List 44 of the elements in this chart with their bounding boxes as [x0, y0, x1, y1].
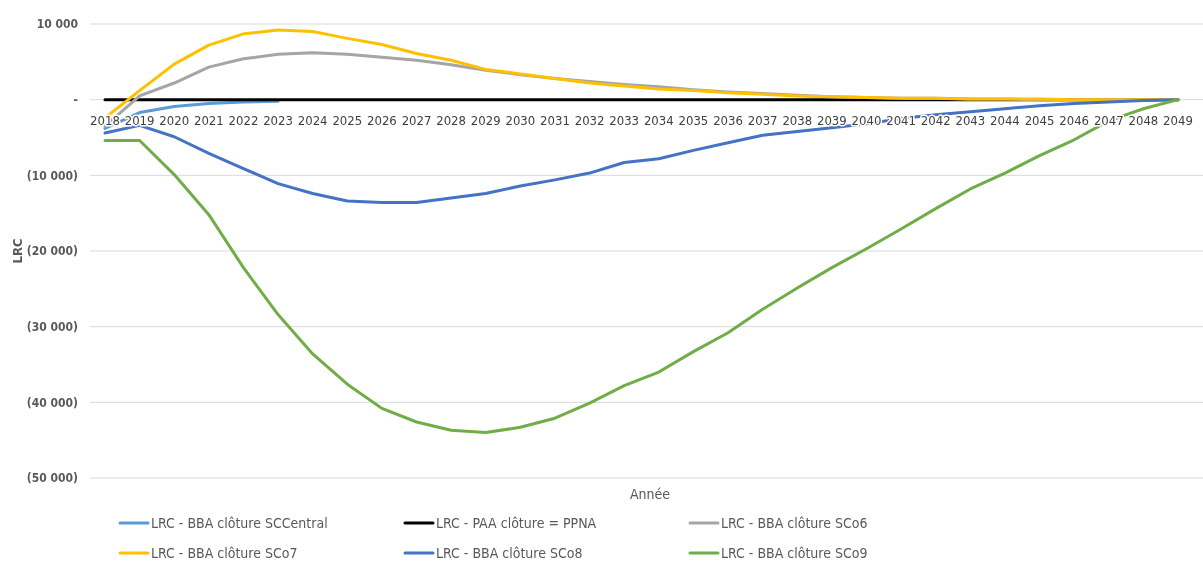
legend-label: LRC - BBA clôture SCo8 [436, 544, 583, 561]
x-tick-label: 2024 [297, 112, 328, 128]
x-tick-label: 2043 [955, 112, 986, 128]
y-axis-title: LRC [10, 238, 25, 264]
x-tick-label: 2023 [263, 112, 293, 128]
x-tick-label: 2027 [401, 112, 432, 128]
x-tick-label: 2048 [1128, 112, 1159, 128]
x-tick-label: 2042 [920, 112, 951, 128]
x-tick-label: 2033 [609, 112, 640, 128]
legend-label: LRC - BBA clôture SCo6 [721, 514, 868, 531]
x-tick-label: 2049 [1163, 112, 1193, 128]
x-tick-label: 2020 [159, 112, 190, 128]
y-tick-label: 10 000 [36, 17, 78, 32]
y-tick-label: (50 000) [26, 471, 79, 486]
y-tick-label: (20 000) [26, 244, 79, 259]
x-tick-label: 2028 [436, 112, 467, 128]
x-tick-label: 2030 [505, 112, 536, 128]
y-tick-label: (30 000) [26, 319, 79, 334]
x-tick-label: 2019 [124, 112, 155, 128]
legend-label: LRC - BBA clôture SCCentral [151, 514, 328, 531]
x-tick-label: 2046 [1059, 112, 1090, 128]
x-tick-label: 2039 [816, 112, 847, 128]
x-tick-label: 2038 [782, 112, 813, 128]
x-tick-label: 2034 [643, 112, 674, 128]
x-tick-label: 2021 [193, 112, 224, 128]
x-tick-label: 2031 [540, 112, 570, 128]
y-tick-label: - [73, 92, 78, 107]
x-tick-label: 2025 [332, 112, 363, 128]
x-tick-label: 2044 [990, 112, 1020, 128]
legend-label: LRC - BBA clôture SCo9 [721, 544, 868, 561]
x-tick-label: 2018 [90, 112, 120, 128]
legend-label: LRC - BBA clôture SCo7 [151, 544, 298, 561]
x-tick-label: 2045 [1024, 112, 1055, 128]
x-tick-label: 2032 [574, 112, 605, 128]
x-tick-label: 2037 [747, 112, 778, 128]
x-tick-label: 2035 [678, 112, 709, 128]
x-tick-label: 2036 [713, 112, 743, 128]
y-tick-label: (10 000) [26, 168, 79, 183]
y-tick-label: (40 000) [26, 395, 79, 410]
x-axis-title: Année [629, 486, 671, 502]
x-tick-label: 2029 [470, 112, 501, 128]
x-tick-label: 2026 [367, 112, 397, 128]
legend-label: LRC - PAA clôture = PPNA [436, 514, 597, 531]
x-tick-label: 2022 [228, 112, 259, 128]
